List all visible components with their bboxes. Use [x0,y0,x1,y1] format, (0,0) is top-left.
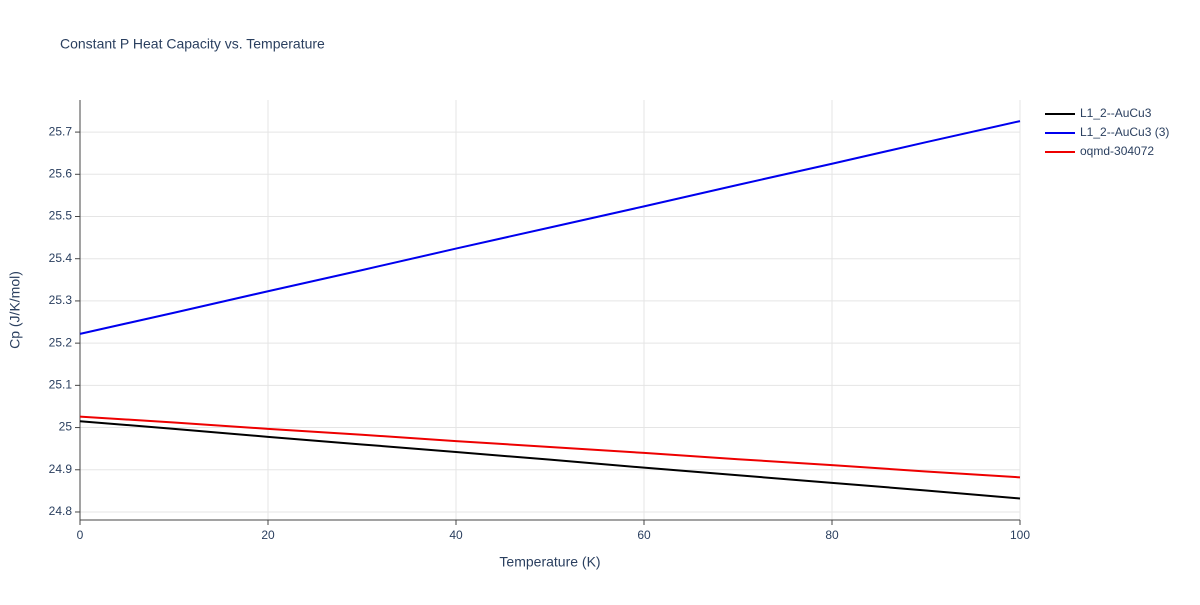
y-tick-label: 25.7 [49,124,73,138]
y-tick-label: 25.3 [49,293,73,307]
y-tick-label: 25.5 [49,209,73,223]
y-tick-label: 25 [59,420,73,434]
line-series [79,120,1021,335]
chart-title: Constant P Heat Capacity vs. Temperature [60,36,325,52]
y-tick-label: 25.2 [49,335,73,349]
y-tick-label: 25.1 [49,378,73,392]
y-tick-label: 24.9 [49,462,73,476]
x-tick-label: 0 [77,528,84,542]
x-tick-label: 100 [1010,528,1030,542]
x-axis-title: Temperature (K) [499,554,600,570]
legend-label: oqmd-304072 [1080,144,1154,158]
line-series [79,415,1021,479]
y-tick-label: 25.4 [49,251,73,265]
line-series [79,420,1021,500]
x-tick-label: 20 [261,528,275,542]
x-tick-label: 40 [449,528,463,542]
x-tick-label: 60 [637,528,651,542]
x-tick-label: 80 [825,528,839,542]
legend-label: L1_2--AuCu3 (3) [1080,125,1169,139]
y-axis-title: Cp (J/K/mol) [7,271,23,349]
legend-label: L1_2--AuCu3 [1080,106,1152,120]
y-tick-label: 24.8 [49,504,73,518]
y-tick-label: 25.6 [49,166,73,180]
